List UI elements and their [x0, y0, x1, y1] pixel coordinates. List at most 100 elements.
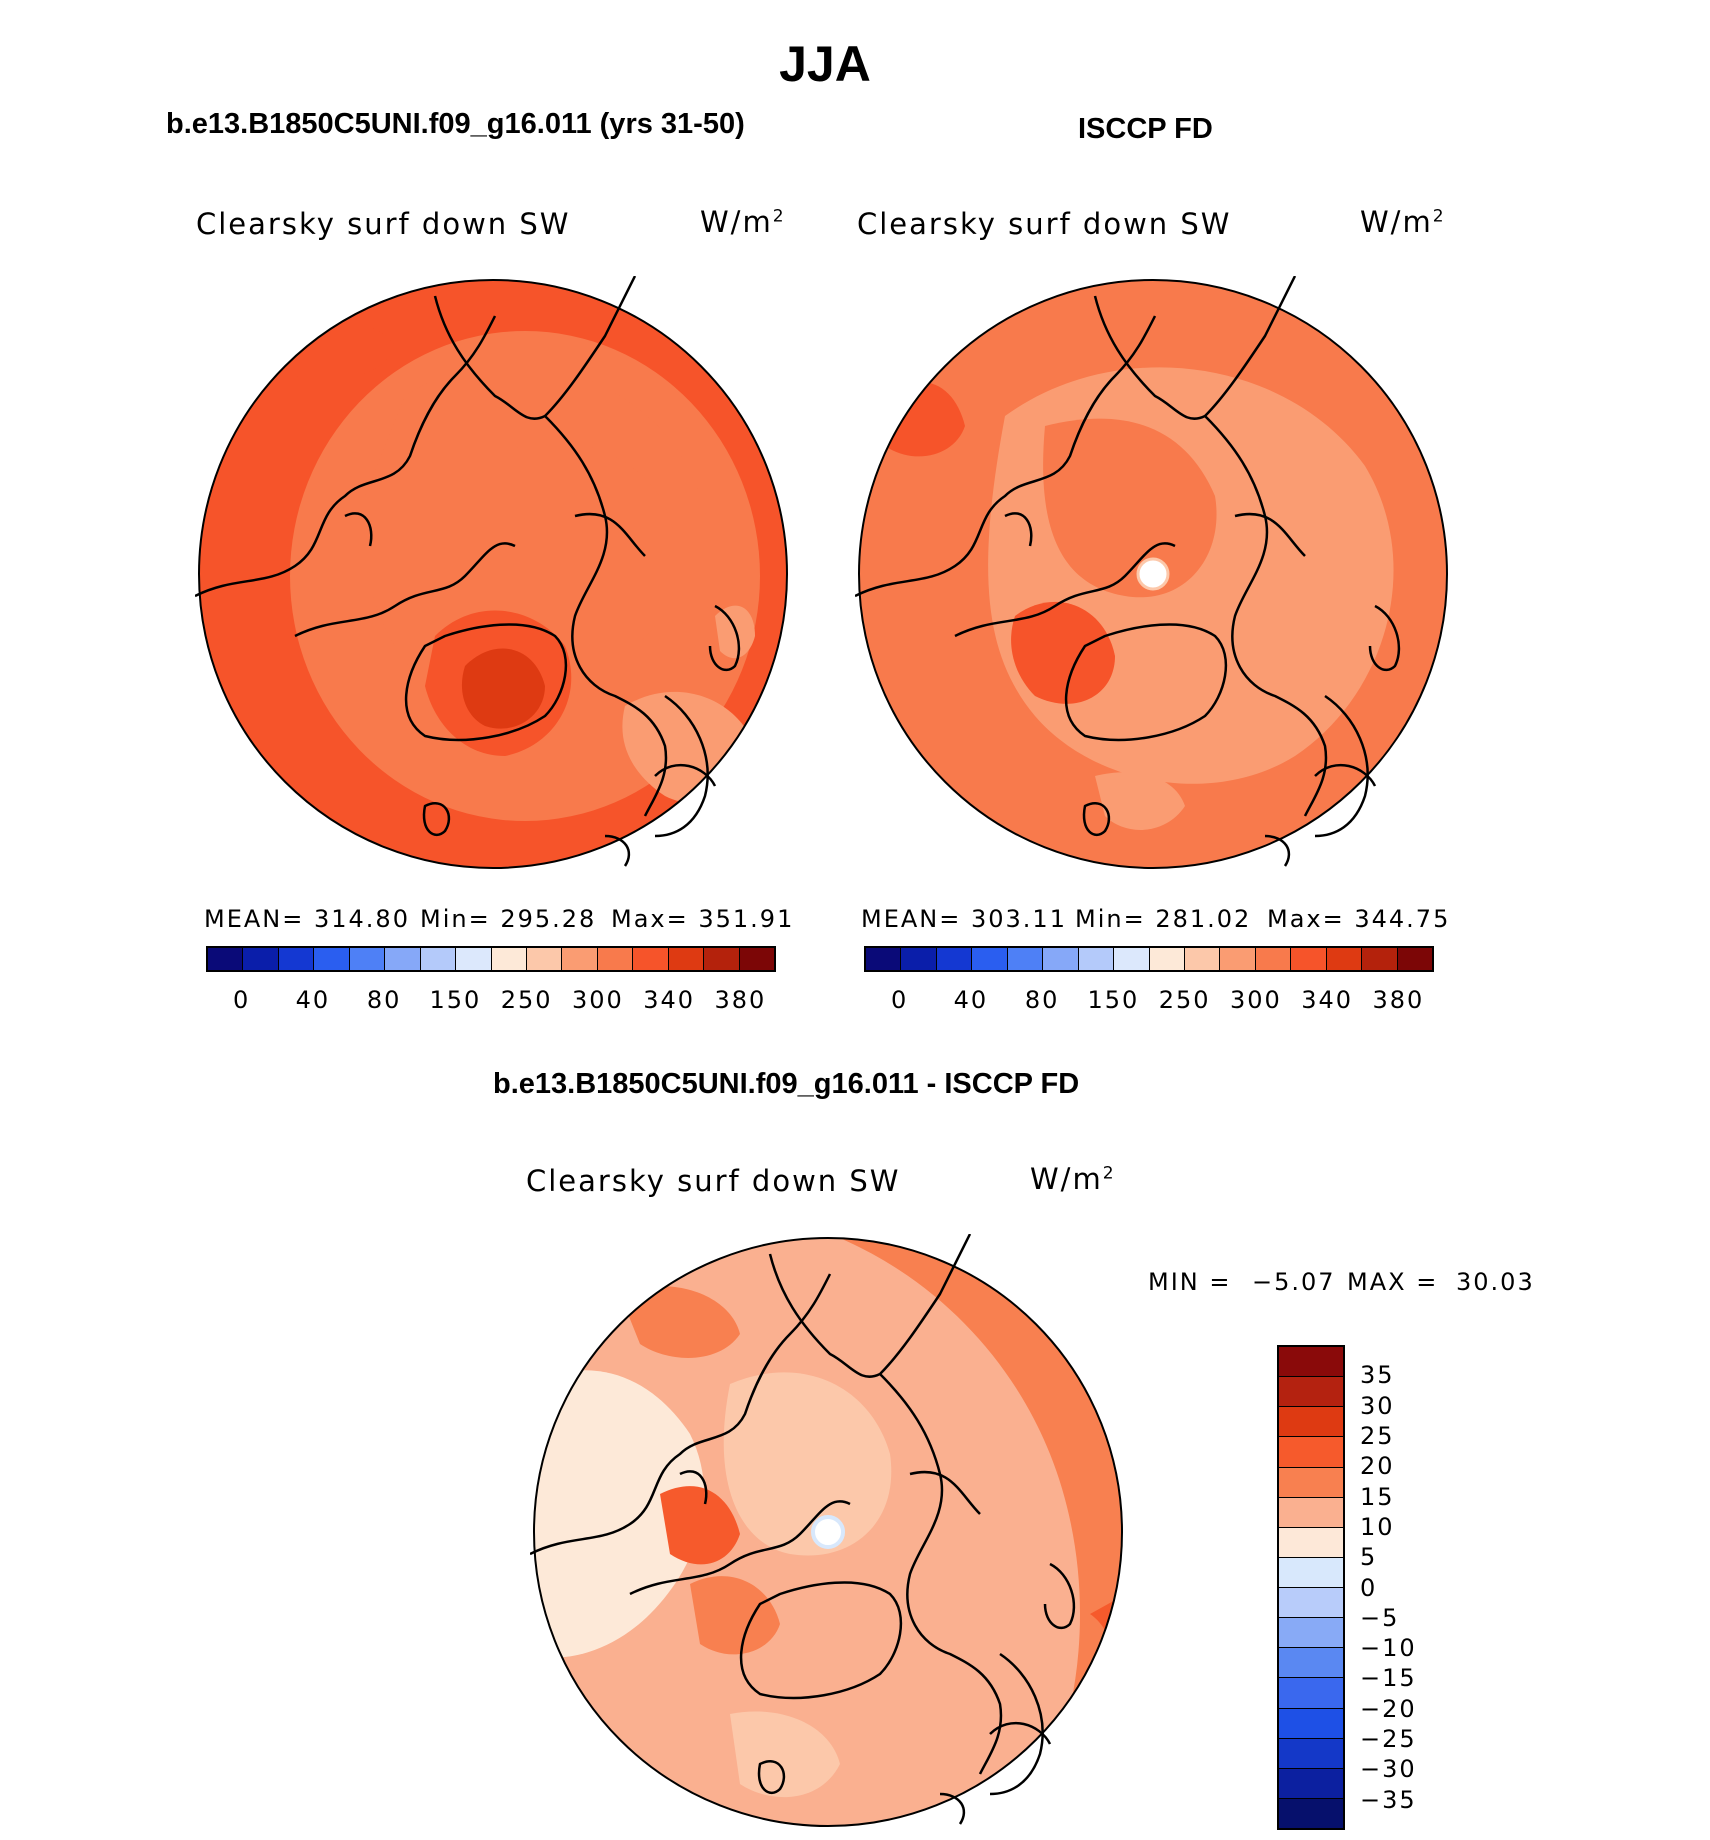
colorbar-tick-label: 150 [1087, 986, 1140, 1014]
colorbar-swatch [456, 948, 492, 970]
colorbar-tick-label: 15 [1360, 1482, 1395, 1511]
colorbar-swatch [1279, 1648, 1343, 1679]
colorbar-swatch [1279, 1588, 1343, 1619]
colorbar-tick-label: 40 [295, 986, 331, 1014]
colorbar-swatch [1279, 1437, 1343, 1468]
colorbar-swatch [385, 948, 421, 970]
colorbar-swatch [1149, 948, 1185, 970]
colorbar-swatch [866, 948, 902, 970]
diff-min-label: MIN = [1148, 1268, 1232, 1296]
colorbar-swatch [972, 948, 1008, 970]
colorbar-swatch [1220, 948, 1256, 970]
colorbar-swatch [314, 948, 350, 970]
diff-map [530, 1234, 1123, 1827]
colorbar-tick-label: 380 [1372, 986, 1425, 1014]
colorbar-tick-label: 380 [714, 986, 767, 1014]
colorbar-swatch [1279, 1347, 1343, 1378]
diff-colorbar-labels: 35 30 25 20 15 10 5 0 −5 −10 −15 −20 −25 −30 −35 [1360, 1345, 1480, 1830]
colorbar-tick-label: 250 [500, 986, 553, 1014]
colorbar-tick-label: −10 [1360, 1634, 1417, 1663]
panel-1-unit: W/m2 [700, 205, 786, 239]
colorbar-swatch [1114, 948, 1150, 970]
colorbar-tick-label: 20 [1360, 1452, 1395, 1481]
panel-2-mean: MEAN= 303.11 [861, 905, 1067, 933]
panel-2-title: ISCCP FD [1078, 113, 1213, 145]
colorbar-swatch [704, 948, 740, 970]
colorbar-swatch [491, 948, 527, 970]
main-title: JJA [779, 36, 871, 92]
colorbar-swatch [1043, 948, 1079, 970]
colorbar-swatch [1326, 948, 1363, 970]
diff-max-label: MAX = [1347, 1268, 1439, 1296]
colorbar-tick-label: 340 [1301, 986, 1354, 1014]
colorbar-swatch [420, 948, 457, 970]
panel-1-colorbar [206, 946, 776, 972]
colorbar-swatch [1279, 1708, 1343, 1739]
panel-1-colorbar-labels: 0 40 80 150 250 300 340 380 [206, 986, 776, 1016]
colorbar-tick-label: 300 [1229, 986, 1282, 1014]
panel-2-colorbar [864, 946, 1434, 972]
colorbar-swatch [633, 948, 669, 970]
colorbar-tick-label: 250 [1158, 986, 1211, 1014]
colorbar-swatch [936, 948, 973, 970]
panel-1-field-label: Clearsky surf down SW [196, 207, 571, 241]
colorbar-tick-label: 0 [232, 986, 251, 1014]
colorbar-tick-label: −35 [1360, 1785, 1417, 1814]
colorbar-swatch [208, 948, 244, 970]
panel-2-map [855, 276, 1448, 869]
colorbar-swatch [1362, 948, 1398, 970]
colorbar-swatch [562, 948, 598, 970]
colorbar-swatch [243, 948, 279, 970]
colorbar-swatch [1279, 1527, 1343, 1558]
colorbar-swatch [1279, 1738, 1343, 1769]
colorbar-tick-label: 150 [429, 986, 482, 1014]
colorbar-tick-label: 80 [366, 986, 402, 1014]
colorbar-swatch [1279, 1467, 1343, 1498]
panel-1-mean: MEAN= 314.80 [204, 905, 410, 933]
colorbar-tick-label: −5 [1360, 1603, 1400, 1632]
colorbar-swatch [1279, 1618, 1343, 1649]
colorbar-swatch [526, 948, 563, 970]
colorbar-tick-label: −25 [1360, 1725, 1417, 1754]
panel-1-min: Min= 295.28 [420, 905, 597, 933]
colorbar-tick-label: −15 [1360, 1664, 1417, 1693]
colorbar-swatch [668, 948, 705, 970]
colorbar-tick-label: 30 [1360, 1391, 1395, 1420]
colorbar-tick-label: 300 [571, 986, 624, 1014]
diff-unit: W/m2 [1030, 1162, 1116, 1196]
panel-2-colorbar-labels: 0 40 80 150 250 300 340 380 [864, 986, 1434, 1016]
colorbar-tick-label: −30 [1360, 1755, 1417, 1784]
colorbar-swatch [1279, 1407, 1343, 1438]
panel-2-max: Max= 344.75 [1267, 905, 1451, 933]
panel-1-max: Max= 351.91 [611, 905, 795, 933]
diff-field-label: Clearsky surf down SW [526, 1164, 901, 1198]
colorbar-tick-label: 0 [890, 986, 909, 1014]
diff-min-value: −5.07 [1252, 1268, 1336, 1296]
colorbar-swatch [739, 948, 774, 970]
colorbar-swatch [1184, 948, 1221, 970]
panel-1-map [195, 276, 788, 869]
panel-1-title: b.e13.B1850C5UNI.f09_g16.011 (yrs 31-50) [166, 108, 745, 140]
colorbar-swatch [1279, 1798, 1343, 1828]
colorbar-swatch [1279, 1768, 1343, 1799]
colorbar-swatch [597, 948, 634, 970]
panel-2-unit: W/m2 [1360, 205, 1446, 239]
diff-max-value: 30.03 [1456, 1268, 1535, 1296]
colorbar-swatch [1078, 948, 1115, 970]
colorbar-swatch [349, 948, 386, 970]
colorbar-tick-label: 80 [1024, 986, 1060, 1014]
colorbar-tick-label: 0 [1360, 1573, 1378, 1602]
colorbar-tick-label: 40 [953, 986, 989, 1014]
colorbar-swatch [1397, 948, 1432, 970]
colorbar-swatch [1291, 948, 1327, 970]
colorbar-swatch [1279, 1678, 1343, 1709]
colorbar-tick-label: 5 [1360, 1543, 1378, 1572]
colorbar-swatch [278, 948, 315, 970]
colorbar-tick-label: 340 [643, 986, 696, 1014]
panel-2-field-label: Clearsky surf down SW [857, 207, 1232, 241]
panel-2-min: Min= 281.02 [1075, 905, 1252, 933]
diff-panel-title: b.e13.B1850C5UNI.f09_g16.011 - ISCCP FD [493, 1068, 1080, 1100]
colorbar-swatch [1279, 1497, 1343, 1528]
colorbar-tick-label: 25 [1360, 1421, 1395, 1450]
diff-colorbar [1277, 1345, 1345, 1830]
